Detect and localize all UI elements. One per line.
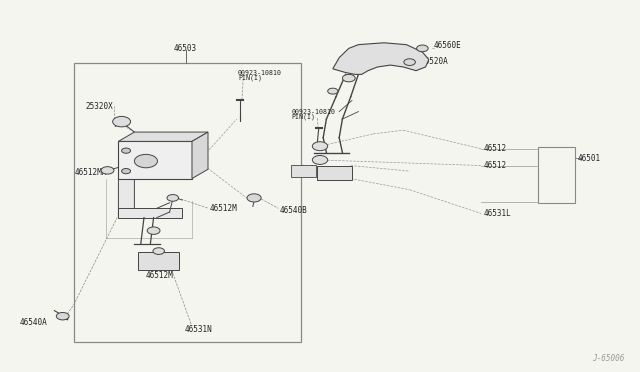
Polygon shape bbox=[333, 43, 429, 74]
Text: 00923-10810: 00923-10810 bbox=[291, 109, 335, 115]
Text: 46503: 46503 bbox=[174, 44, 197, 53]
Circle shape bbox=[147, 227, 160, 234]
Circle shape bbox=[56, 312, 69, 320]
Text: 46531N: 46531N bbox=[184, 325, 212, 334]
Text: J-65006: J-65006 bbox=[591, 354, 624, 363]
Circle shape bbox=[134, 154, 157, 168]
Circle shape bbox=[312, 142, 328, 151]
Circle shape bbox=[113, 116, 131, 127]
Circle shape bbox=[312, 155, 328, 164]
Bar bbox=[538, 147, 575, 203]
Text: PIN(I): PIN(I) bbox=[238, 75, 262, 81]
Text: 46512: 46512 bbox=[483, 144, 506, 153]
Circle shape bbox=[153, 248, 164, 254]
Circle shape bbox=[122, 169, 131, 174]
Polygon shape bbox=[192, 132, 208, 179]
Circle shape bbox=[101, 167, 114, 174]
Text: 00923-10810: 00923-10810 bbox=[238, 70, 282, 76]
Text: PIN(I): PIN(I) bbox=[291, 113, 315, 120]
Text: 46531L: 46531L bbox=[483, 209, 511, 218]
Bar bbox=[317, 166, 352, 180]
Circle shape bbox=[417, 45, 428, 52]
Circle shape bbox=[167, 195, 179, 201]
Circle shape bbox=[404, 59, 415, 65]
Circle shape bbox=[342, 74, 355, 82]
Text: 46540A: 46540A bbox=[19, 318, 47, 327]
Text: 46512M: 46512M bbox=[210, 204, 237, 213]
Polygon shape bbox=[118, 132, 208, 141]
Text: 46512M: 46512M bbox=[146, 271, 173, 280]
Bar bbox=[138, 252, 179, 270]
Bar bbox=[291, 165, 316, 177]
Text: 46512: 46512 bbox=[483, 161, 506, 170]
Circle shape bbox=[328, 88, 338, 94]
Text: 46540B: 46540B bbox=[280, 206, 307, 215]
Circle shape bbox=[122, 148, 131, 153]
Bar bbox=[118, 141, 192, 179]
Text: 46560E: 46560E bbox=[434, 41, 461, 50]
Polygon shape bbox=[118, 169, 134, 218]
Text: 46520A: 46520A bbox=[421, 57, 449, 66]
Bar bbox=[74, 63, 301, 342]
Circle shape bbox=[247, 194, 261, 202]
Text: 46512MA: 46512MA bbox=[75, 169, 108, 177]
Text: 25320X: 25320X bbox=[85, 102, 113, 110]
Text: 46501: 46501 bbox=[577, 154, 600, 163]
Bar bbox=[118, 208, 182, 218]
